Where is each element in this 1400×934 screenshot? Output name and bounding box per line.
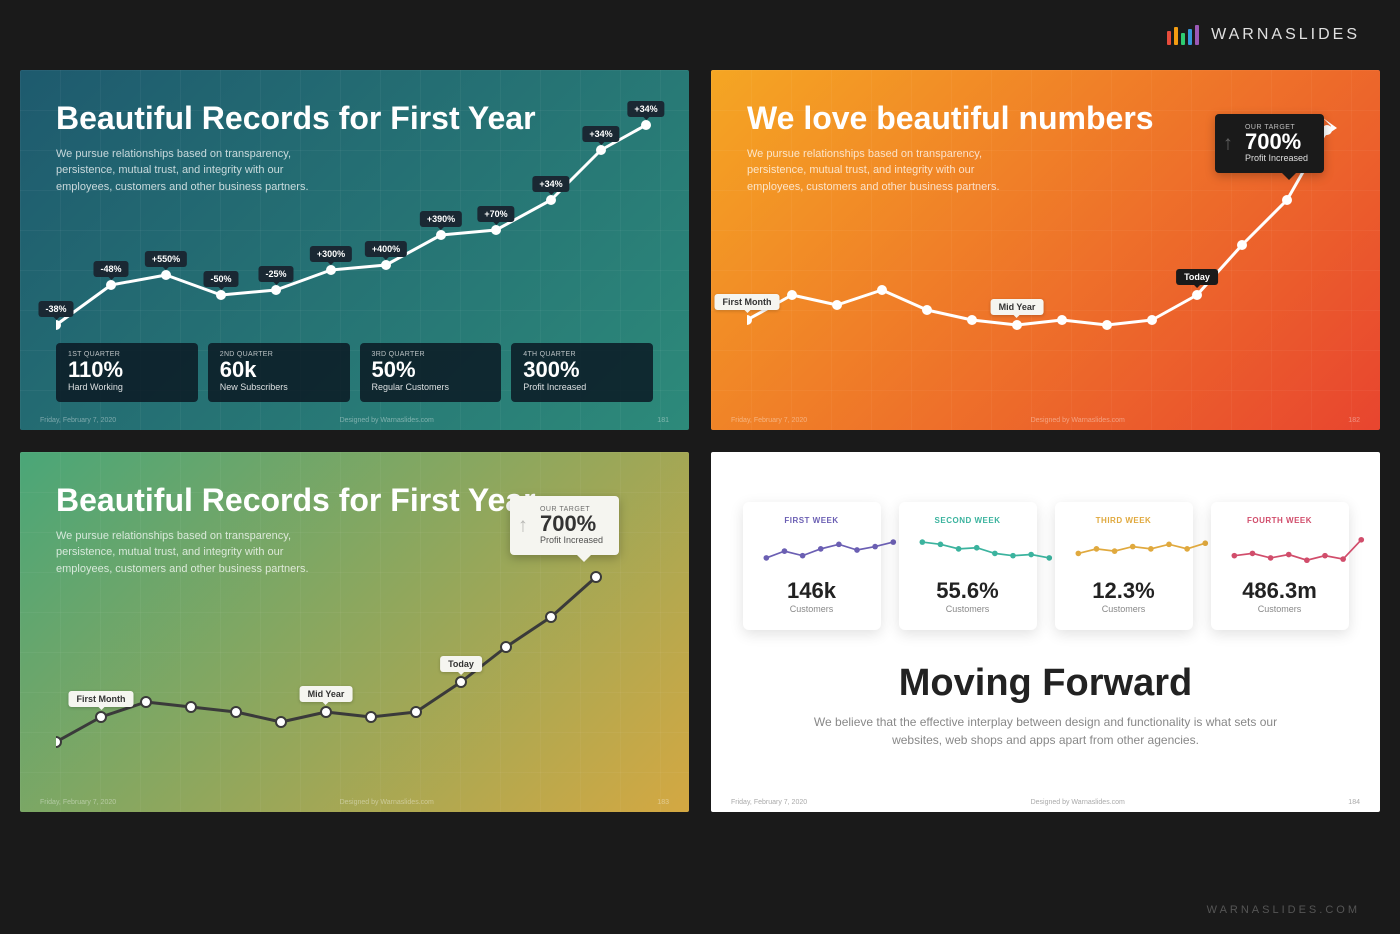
chart-tooltip: +34% [532, 176, 569, 192]
card-label: Customers [1067, 604, 1181, 614]
chart-tooltip: +390% [420, 211, 462, 227]
watermark: WARNASLIDES.COM [1207, 904, 1360, 916]
logo-bars-icon [1167, 25, 1199, 45]
stat-value: 60k [220, 358, 338, 382]
slide4-title: Moving Forward [747, 662, 1344, 705]
footer-credit: Designed by Warnaslides.com [1031, 799, 1125, 806]
stat-card: 2ND QUARTER60kNew Subscribers [208, 343, 350, 402]
slide3-footer: Friday, February 7, 2020 Designed by War… [40, 799, 669, 806]
card-value: 12.3% [1067, 578, 1181, 604]
sparkline-chart [911, 533, 1058, 567]
card-value: 55.6% [911, 578, 1025, 604]
stat-quarter: 2ND QUARTER [220, 351, 338, 358]
slide1-title: Beautiful Records for First Year [56, 102, 653, 136]
footer-credit: Designed by Warnaslides.com [340, 799, 434, 806]
sparkline-chart [755, 533, 902, 567]
card-week-label: FOURTH WEEK [1223, 516, 1337, 525]
slide4-cards-row: FIRST WEEK 146k CustomersSECOND WEEK 55.… [747, 502, 1344, 630]
stat-card: 3RD QUARTER50%Regular Customers [360, 343, 502, 402]
chart-tooltip: -48% [93, 261, 128, 277]
card-week-label: SECOND WEEK [911, 516, 1025, 525]
slide-3: Beautiful Records for First Year We purs… [20, 452, 689, 812]
stat-quarter: 4TH QUARTER [523, 351, 641, 358]
chart-tooltip: +300% [310, 246, 352, 262]
slide1-stat-row: 1ST QUARTER110%Hard Working2ND QUARTER60… [56, 343, 653, 402]
chart-label: Mid Year [300, 686, 353, 702]
slide-1: Beautiful Records for First Year We purs… [20, 70, 689, 430]
chart-tooltip: +70% [477, 206, 514, 222]
slide2-footer: Friday, February 7, 2020 Designed by War… [731, 417, 1360, 424]
card-value: 486.3m [1223, 578, 1337, 604]
card-label: Customers [755, 604, 869, 614]
card-week-label: FIRST WEEK [755, 516, 869, 525]
stat-card: 4TH QUARTER300%Profit Increased [511, 343, 653, 402]
footer-credit: Designed by Warnaslides.com [1031, 417, 1125, 424]
stat-label: Hard Working [68, 382, 186, 392]
card-label: Customers [1223, 604, 1337, 614]
footer-date: Friday, February 7, 2020 [40, 417, 116, 424]
footer-date: Friday, February 7, 2020 [40, 799, 116, 806]
chart-label: Today [1176, 269, 1218, 285]
target-sub: Profit Increased [540, 535, 603, 545]
chart-tooltip: -38% [38, 301, 73, 317]
metric-card: SECOND WEEK 55.6% Customers [899, 502, 1037, 630]
metric-card: FOURTH WEEK 486.3m Customers [1211, 502, 1349, 630]
card-week-label: THIRD WEEK [1067, 516, 1181, 525]
stat-value: 110% [68, 358, 186, 382]
chart-tooltip: +34% [627, 101, 664, 117]
slide-2: We love beautiful numbers We pursue rela… [711, 70, 1380, 430]
chart-tooltip: -50% [203, 271, 238, 287]
slide4-subtitle: We believe that the effective interplay … [796, 713, 1296, 749]
stat-quarter: 1ST QUARTER [68, 351, 186, 358]
chart-tooltip: +550% [145, 251, 187, 267]
footer-date: Friday, February 7, 2020 [731, 417, 807, 424]
chart-tooltip: +400% [365, 241, 407, 257]
stat-quarter: 3RD QUARTER [372, 351, 490, 358]
stat-label: New Subscribers [220, 382, 338, 392]
brand-logo: WARNASLIDES [1167, 25, 1360, 45]
slide1-footer: Friday, February 7, 2020 Designed by War… [40, 417, 669, 424]
stat-card: 1ST QUARTER110%Hard Working [56, 343, 198, 402]
chart-tooltip: +34% [582, 126, 619, 142]
target-sub: Profit Increased [1245, 153, 1308, 163]
slide4-footer: Friday, February 7, 2020 Designed by War… [731, 799, 1360, 806]
card-value: 146k [755, 578, 869, 604]
chart-label: Mid Year [991, 299, 1044, 315]
footer-page: 182 [1348, 417, 1360, 424]
slide3-subtitle: We pursue relationships based on transpa… [56, 528, 336, 578]
metric-card: FIRST WEEK 146k Customers [743, 502, 881, 630]
slide2-subtitle: We pursue relationships based on transpa… [747, 146, 1027, 196]
sparkline-chart [1067, 533, 1214, 567]
target-value: 700% [1245, 131, 1308, 153]
chart-label: Today [440, 656, 482, 672]
slide3-target-callout: OUR TARGET 700% Profit Increased [510, 496, 619, 555]
stat-label: Regular Customers [372, 382, 490, 392]
chart-label: First Month [715, 294, 780, 310]
stat-value: 300% [523, 358, 641, 382]
slide-4: FIRST WEEK 146k CustomersSECOND WEEK 55.… [711, 452, 1380, 812]
target-label: OUR TARGET [540, 506, 603, 513]
stat-value: 50% [372, 358, 490, 382]
footer-page: 181 [657, 417, 669, 424]
footer-page: 184 [1348, 799, 1360, 806]
slides-grid: Beautiful Records for First Year We purs… [20, 70, 1380, 812]
card-label: Customers [911, 604, 1025, 614]
target-value: 700% [540, 513, 603, 535]
brand-name: WARNASLIDES [1211, 26, 1360, 44]
slide2-target-callout: OUR TARGET 700% Profit Increased [1215, 114, 1324, 173]
stat-label: Profit Increased [523, 382, 641, 392]
footer-date: Friday, February 7, 2020 [731, 799, 807, 806]
sparkline-chart [1223, 533, 1370, 567]
footer-credit: Designed by Warnaslides.com [340, 417, 434, 424]
slide1-subtitle: We pursue relationships based on transpa… [56, 146, 336, 196]
footer-page: 183 [657, 799, 669, 806]
chart-tooltip: -25% [258, 266, 293, 282]
target-label: OUR TARGET [1245, 124, 1308, 131]
chart-label: First Month [69, 691, 134, 707]
metric-card: THIRD WEEK 12.3% Customers [1055, 502, 1193, 630]
